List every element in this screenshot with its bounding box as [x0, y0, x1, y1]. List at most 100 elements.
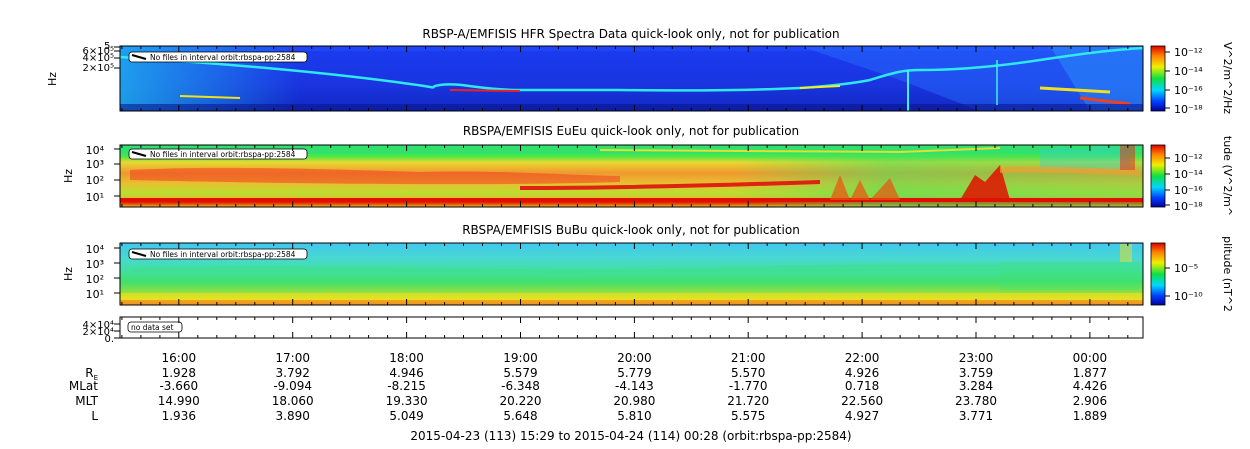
ephemeris-value: 5.575 — [731, 409, 765, 423]
ephemeris-value: -6.348 — [501, 379, 540, 393]
ephemeris-value: 3.759 — [959, 366, 993, 380]
ephemeris-value: -3.660 — [159, 379, 198, 393]
ephemeris-values: 1.928-3.66014.9901.9363.792-9.09418.0603… — [158, 366, 1107, 423]
ephemeris-value: 5.049 — [389, 409, 423, 423]
ephemeris-value: 2.906 — [1073, 394, 1107, 408]
panel1-ytick-top: 5 — [104, 41, 110, 52]
svg-text:10¹: 10¹ — [86, 288, 104, 301]
svg-text:No files in interval orbit:rbs: No files in interval orbit:rbspa-pp:2584 — [150, 150, 296, 159]
panel1-colorbar-ticks: 10⁻¹² 10⁻¹⁴ 10⁻¹⁶ 10⁻¹⁸ — [1165, 46, 1203, 116]
panel3-colorbar-ticks: 10⁻⁵ 10⁻¹⁰ — [1165, 262, 1203, 303]
svg-text:10⁻¹²: 10⁻¹² — [1174, 46, 1203, 59]
ephemeris-value: 3.284 — [959, 379, 993, 393]
panel2-colorbar — [1150, 144, 1166, 208]
panel4-notice: no data set — [127, 321, 183, 333]
ephemeris-value: -1.770 — [729, 379, 768, 393]
panel4-yticks: 4×10⁴ 2×10⁴ 0. — [83, 320, 120, 345]
time-tick-label: 19:00 — [503, 351, 538, 365]
time-tick-label: 17:00 — [275, 351, 310, 365]
time-tick-label: 00:00 — [1073, 351, 1108, 365]
svg-text:10⁻¹⁸: 10⁻¹⁸ — [1174, 200, 1203, 213]
svg-text:10⁴: 10⁴ — [86, 144, 105, 157]
ephemeris-value: 4.927 — [845, 409, 879, 423]
ephemeris-value: 5.579 — [503, 366, 537, 380]
panel3-yticks: 10⁴ 10³ 10² 10¹ — [86, 243, 120, 301]
ephemeris-value: 5.570 — [731, 366, 765, 380]
ephemeris-value: 18.060 — [272, 394, 314, 408]
ephemeris-value: -9.094 — [273, 379, 312, 393]
svg-text:10⁻¹⁸: 10⁻¹⁸ — [1174, 103, 1203, 116]
panel1-colorbar — [1150, 45, 1166, 112]
ephemeris-value: 4.426 — [1073, 379, 1107, 393]
ephemeris-value: 5.779 — [617, 366, 651, 380]
svg-text:10⁻⁵: 10⁻⁵ — [1174, 262, 1198, 275]
panel1-notice: No files in interval orbit:rbspa-pp:2584 — [128, 51, 308, 63]
footer-interval: 2015-04-23 (113) 15:29 to 2015-04-24 (11… — [410, 429, 851, 443]
ephemeris-value: 3.890 — [276, 409, 310, 423]
svg-text:10⁻¹⁰: 10⁻¹⁰ — [1174, 290, 1203, 303]
svg-text:2×10⁴: 2×10⁴ — [83, 327, 114, 338]
ephem-label-l: L — [91, 409, 98, 423]
svg-text:10⁻¹⁴: 10⁻¹⁴ — [1174, 65, 1203, 78]
ephemeris-value: 4.926 — [845, 366, 879, 380]
svg-text:10³: 10³ — [86, 258, 104, 271]
ephemeris-value: 3.771 — [959, 409, 993, 423]
ephemeris-value: 1.936 — [162, 409, 196, 423]
ephemeris-value: -4.143 — [615, 379, 654, 393]
ephemeris-value: 14.990 — [158, 394, 200, 408]
ephemeris-value: 20.220 — [500, 394, 542, 408]
panel2-spectrogram — [120, 145, 1143, 207]
ephemeris-value: 23.780 — [955, 394, 997, 408]
svg-text:10⁻¹²: 10⁻¹² — [1174, 152, 1203, 165]
panel1-ylabel: Hz — [46, 72, 59, 86]
time-tick-label: 23:00 — [959, 351, 994, 365]
panel1-ytick-2: 2×10⁵ — [83, 63, 114, 74]
ephemeris-value: 1.889 — [1073, 409, 1107, 423]
panel2-ylabel: Hz — [62, 169, 75, 183]
ephemeris-value: 19.330 — [386, 394, 428, 408]
panel1-colorbar-label: V^2/m^2/Hz — [1221, 42, 1234, 114]
panel2-notice: No files in interval orbit:rbspa-pp:2584 — [128, 148, 308, 160]
svg-text:no data set: no data set — [131, 323, 174, 332]
svg-text:10⁴: 10⁴ — [86, 243, 105, 256]
panel2-yticks: 10⁴ 10³ 10² 10¹ — [86, 144, 120, 204]
ephemeris-value: 5.810 — [617, 409, 651, 423]
panel3-title: RBSPA/EMFISIS BuBu quick-look only, not … — [462, 223, 800, 237]
panel2-title: RBSPA/EMFISIS EuEu quick-look only, not … — [463, 124, 799, 138]
panel2-frame — [119, 144, 1144, 208]
ephemeris-value: 0.718 — [845, 379, 879, 393]
ephemeris-labels: RE MLat MLT L — [69, 366, 99, 423]
panel3-colorbar-label: plitude (nT^2 — [1221, 236, 1234, 312]
svg-text:10²: 10² — [86, 273, 104, 286]
ephemeris-value: -8.215 — [387, 379, 426, 393]
svg-text:10²: 10² — [86, 174, 104, 187]
time-tick-label: 20:00 — [617, 351, 652, 365]
ephem-label-mlat: MLat — [69, 379, 98, 393]
time-tick-label: 21:00 — [731, 351, 766, 365]
panel1-yticks — [114, 46, 120, 69]
ephemeris-value: 22.560 — [841, 394, 883, 408]
panel1-frame — [119, 45, 1144, 112]
svg-text:10⁻¹⁶: 10⁻¹⁶ — [1174, 84, 1203, 97]
ephemeris-value: 1.928 — [162, 366, 196, 380]
panel2-colorbar-ticks: 10⁻¹² 10⁻¹⁴ 10⁻¹⁶ 10⁻¹⁸ — [1165, 152, 1203, 213]
svg-text:10³: 10³ — [86, 158, 104, 171]
svg-text:10⁻¹⁶: 10⁻¹⁶ — [1174, 184, 1203, 197]
time-tick-label: 22:00 — [845, 351, 880, 365]
ephemeris-value: 1.877 — [1073, 366, 1107, 380]
panel3-notice: No files in interval orbit:rbspa-pp:2584 — [128, 248, 308, 260]
ephem-label-mlt: MLT — [75, 394, 98, 408]
svg-text:No files in interval orbit:rbs: No files in interval orbit:rbspa-pp:2584 — [150, 250, 296, 259]
svg-text:10¹: 10¹ — [86, 191, 104, 204]
time-ticks — [121, 46, 1129, 338]
panel1-ytick-0: 6×10⁵ — [83, 46, 114, 57]
panel2-colorbar-label: tude (V^2/m^ — [1221, 136, 1234, 216]
ephemeris-value: 4.946 — [389, 366, 423, 380]
panel3-colorbar — [1150, 242, 1166, 306]
svg-text:10⁻¹⁴: 10⁻¹⁴ — [1174, 168, 1203, 181]
panel4-frame — [119, 316, 1144, 339]
time-tick-label: 18:00 — [389, 351, 424, 365]
panel1-ytick-1: 4×10⁵ — [83, 53, 114, 64]
ephemeris-value: 20.980 — [613, 394, 655, 408]
